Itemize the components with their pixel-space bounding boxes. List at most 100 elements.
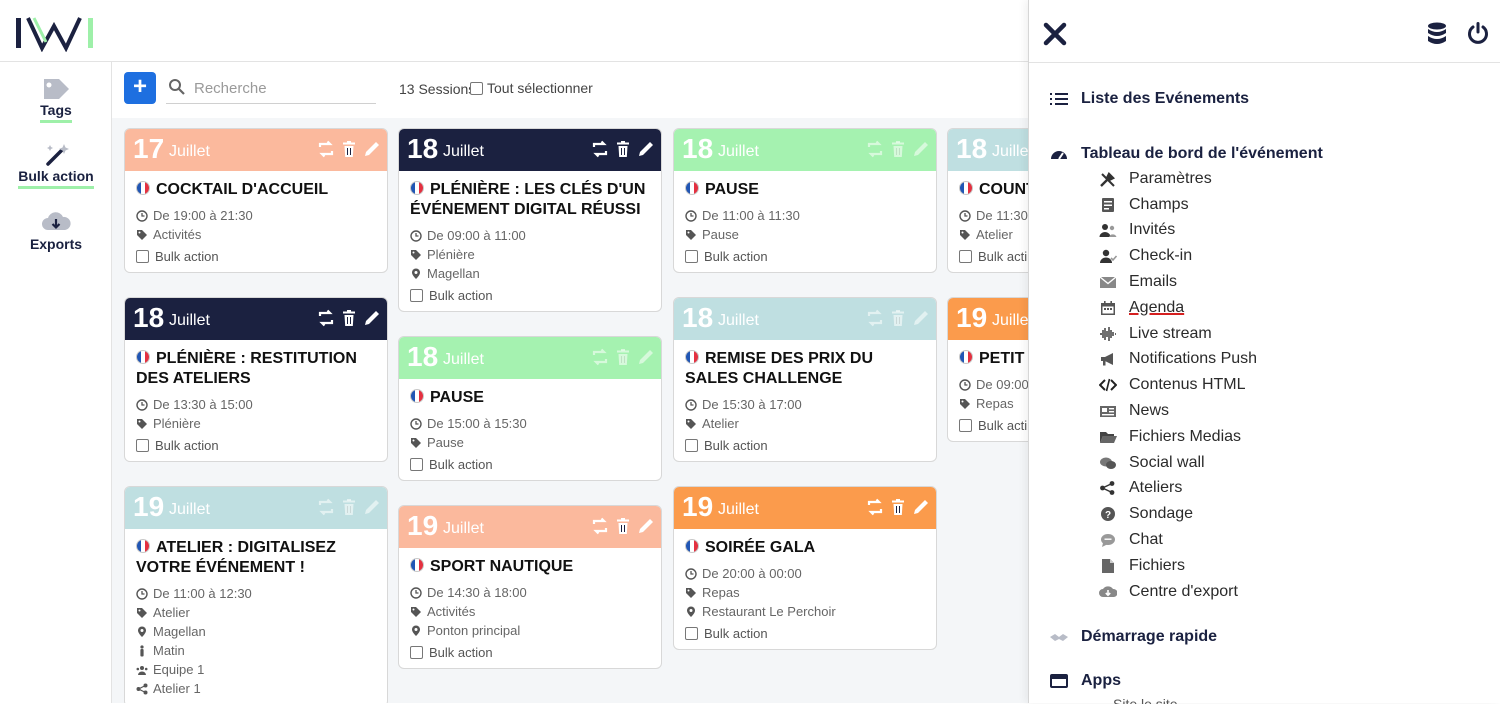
- bulk-action-toggle[interactable]: Bulk action: [685, 249, 925, 264]
- duplicate-icon[interactable]: [317, 498, 335, 516]
- bulk-action-checkbox[interactable]: [685, 439, 698, 452]
- session-card[interactable]: 19 Juille PETIT De 09:00 Repas Bulk acti: [947, 297, 1028, 442]
- bulk-action-checkbox[interactable]: [685, 627, 698, 640]
- session-card[interactable]: 19 Juillet SPORT NAUTIQUE De 14:30 à 18:…: [398, 505, 662, 669]
- duplicate-icon[interactable]: [591, 140, 609, 158]
- edit-pencil-icon[interactable]: [363, 140, 381, 158]
- session-card[interactable]: 17 Juillet COCKTAIL D'ACCUEIL De 19:00 à…: [124, 128, 388, 273]
- menu-item-fichiers-medias[interactable]: Fichiers Medias: [1099, 424, 1257, 450]
- edit-pencil-icon[interactable]: [637, 348, 655, 366]
- bulk-action-checkbox[interactable]: [959, 250, 972, 263]
- edit-pencil-icon[interactable]: [363, 309, 381, 327]
- trash-icon[interactable]: [614, 348, 632, 366]
- duplicate-icon[interactable]: [591, 348, 609, 366]
- menu-item-news[interactable]: News: [1099, 398, 1257, 424]
- edit-pencil-icon[interactable]: [637, 517, 655, 535]
- trash-icon[interactable]: [889, 309, 907, 327]
- select-all[interactable]: Tout sélectionner: [470, 80, 593, 96]
- apps-link[interactable]: Apps: [1049, 672, 1121, 690]
- menu-item-social-wall[interactable]: Social wall: [1099, 450, 1257, 476]
- session-card[interactable]: 18 Juillet PAUSE De 11:00 à 11:30 Pause B…: [673, 128, 937, 273]
- card-title[interactable]: PAUSE: [685, 180, 925, 200]
- session-card[interactable]: 18 Juillet REMISE DES PRIX DU SALES CHAL…: [673, 297, 937, 462]
- bulk-action-toggle[interactable]: Bulk action: [685, 626, 925, 641]
- bulk-action-checkbox[interactable]: [959, 419, 972, 432]
- bulk-action-toggle[interactable]: Bulk action: [410, 645, 650, 660]
- menu-item-emails[interactable]: Emails: [1099, 269, 1257, 295]
- trash-icon[interactable]: [889, 498, 907, 516]
- edit-pencil-icon[interactable]: [637, 140, 655, 158]
- bulk-action-toggle[interactable]: Bulk action: [410, 288, 650, 303]
- menu-item-param-tres[interactable]: Paramètres: [1099, 166, 1257, 192]
- menu-item-notifications-push[interactable]: Notifications Push: [1099, 347, 1257, 373]
- menu-item-fichiers[interactable]: Fichiers: [1099, 553, 1257, 579]
- rail-item-exports[interactable]: Exports: [0, 210, 112, 257]
- bulk-action-toggle[interactable]: Bulk action: [136, 249, 376, 264]
- dashboard-section[interactable]: Tableau de bord de l'événement: [1049, 145, 1323, 163]
- apps-sub-item[interactable]: Site le site: [1113, 696, 1178, 704]
- database-icon[interactable]: [1427, 22, 1447, 46]
- bulk-action-toggle[interactable]: Bulk action: [136, 438, 376, 453]
- edit-pencil-icon[interactable]: [912, 498, 930, 516]
- duplicate-icon[interactable]: [866, 140, 884, 158]
- menu-item-chat[interactable]: Chat: [1099, 527, 1257, 553]
- card-title[interactable]: PLÉNIÈRE : LES CLÉS D'UN ÉVÉNEMENT DIGIT…: [410, 180, 650, 220]
- session-card[interactable]: 18 Juille COUNT De 11:30 Atelier Bulk act…: [947, 128, 1028, 273]
- bulk-action-toggle[interactable]: Bulk acti: [959, 418, 1028, 433]
- session-card[interactable]: 18 Juillet PLÉNIÈRE : RESTITUTION DES AT…: [124, 297, 388, 462]
- duplicate-icon[interactable]: [866, 498, 884, 516]
- edit-pencil-icon[interactable]: [363, 498, 381, 516]
- bulk-action-checkbox[interactable]: [410, 646, 423, 659]
- trash-icon[interactable]: [614, 140, 632, 158]
- events-list-link[interactable]: Liste des Evénements: [1049, 90, 1249, 108]
- menu-item-champs[interactable]: Champs: [1099, 192, 1257, 218]
- bulk-action-checkbox[interactable]: [410, 289, 423, 302]
- menu-item-sondage[interactable]: ? Sondage: [1099, 501, 1257, 527]
- close-icon[interactable]: [1043, 22, 1067, 46]
- edit-pencil-icon[interactable]: [912, 309, 930, 327]
- power-icon[interactable]: [1467, 22, 1489, 44]
- menu-item-agenda[interactable]: Agenda: [1099, 295, 1257, 321]
- duplicate-icon[interactable]: [591, 517, 609, 535]
- menu-item-invit-s[interactable]: Invités: [1099, 218, 1257, 244]
- card-title[interactable]: PAUSE: [410, 388, 650, 408]
- card-title[interactable]: COCKTAIL D'ACCUEIL: [136, 180, 376, 200]
- duplicate-icon[interactable]: [866, 309, 884, 327]
- menu-item-ateliers[interactable]: Ateliers: [1099, 476, 1257, 502]
- card-title[interactable]: SPORT NAUTIQUE: [410, 557, 650, 577]
- card-title[interactable]: ATELIER : DIGITALISEZ VOTRE ÉVÉNEMENT !: [136, 538, 376, 578]
- trash-icon[interactable]: [340, 309, 358, 327]
- card-title[interactable]: SOIRÉE GALA: [685, 538, 925, 558]
- session-card[interactable]: 19 Juillet SOIRÉE GALA De 20:00 à 00:00 …: [673, 486, 937, 650]
- select-all-checkbox[interactable]: [470, 81, 483, 95]
- bulk-action-checkbox[interactable]: [136, 439, 149, 452]
- card-title[interactable]: REMISE DES PRIX DU SALES CHALLENGE: [685, 349, 925, 389]
- session-card[interactable]: 18 Juillet PAUSE De 15:00 à 15:30 Pause B…: [398, 336, 662, 481]
- card-title[interactable]: PLÉNIÈRE : RESTITUTION DES ATELIERS: [136, 349, 376, 389]
- bulk-action-toggle[interactable]: Bulk action: [685, 438, 925, 453]
- menu-item-check-in[interactable]: Check-in: [1099, 243, 1257, 269]
- session-card[interactable]: 19 Juillet ATELIER : DIGITALISEZ VOTRE É…: [124, 486, 388, 703]
- card-title[interactable]: COUNT: [959, 180, 1028, 200]
- rail-item-bulk-action[interactable]: Bulk action: [0, 142, 112, 189]
- bulk-action-toggle[interactable]: Bulk action: [410, 457, 650, 472]
- quick-start-link[interactable]: Démarrage rapide: [1049, 628, 1217, 646]
- duplicate-icon[interactable]: [317, 140, 335, 158]
- bulk-action-toggle[interactable]: Bulk acti: [959, 249, 1028, 264]
- edit-pencil-icon[interactable]: [912, 140, 930, 158]
- add-session-button[interactable]: +: [124, 72, 156, 104]
- menu-item-contenus-html[interactable]: Contenus HTML: [1099, 372, 1257, 398]
- iwi-logo[interactable]: [14, 12, 100, 52]
- trash-icon[interactable]: [889, 140, 907, 158]
- bulk-action-checkbox[interactable]: [685, 250, 698, 263]
- bulk-action-checkbox[interactable]: [136, 250, 149, 263]
- card-title[interactable]: PETIT: [959, 349, 1028, 369]
- trash-icon[interactable]: [340, 140, 358, 158]
- search-input[interactable]: [194, 76, 369, 100]
- duplicate-icon[interactable]: [317, 309, 335, 327]
- menu-item-centre-d-export[interactable]: Centre d'export: [1099, 579, 1257, 605]
- trash-icon[interactable]: [614, 517, 632, 535]
- trash-icon[interactable]: [340, 498, 358, 516]
- menu-item-live-stream[interactable]: Live stream: [1099, 321, 1257, 347]
- rail-item-tags[interactable]: Tags: [0, 76, 112, 123]
